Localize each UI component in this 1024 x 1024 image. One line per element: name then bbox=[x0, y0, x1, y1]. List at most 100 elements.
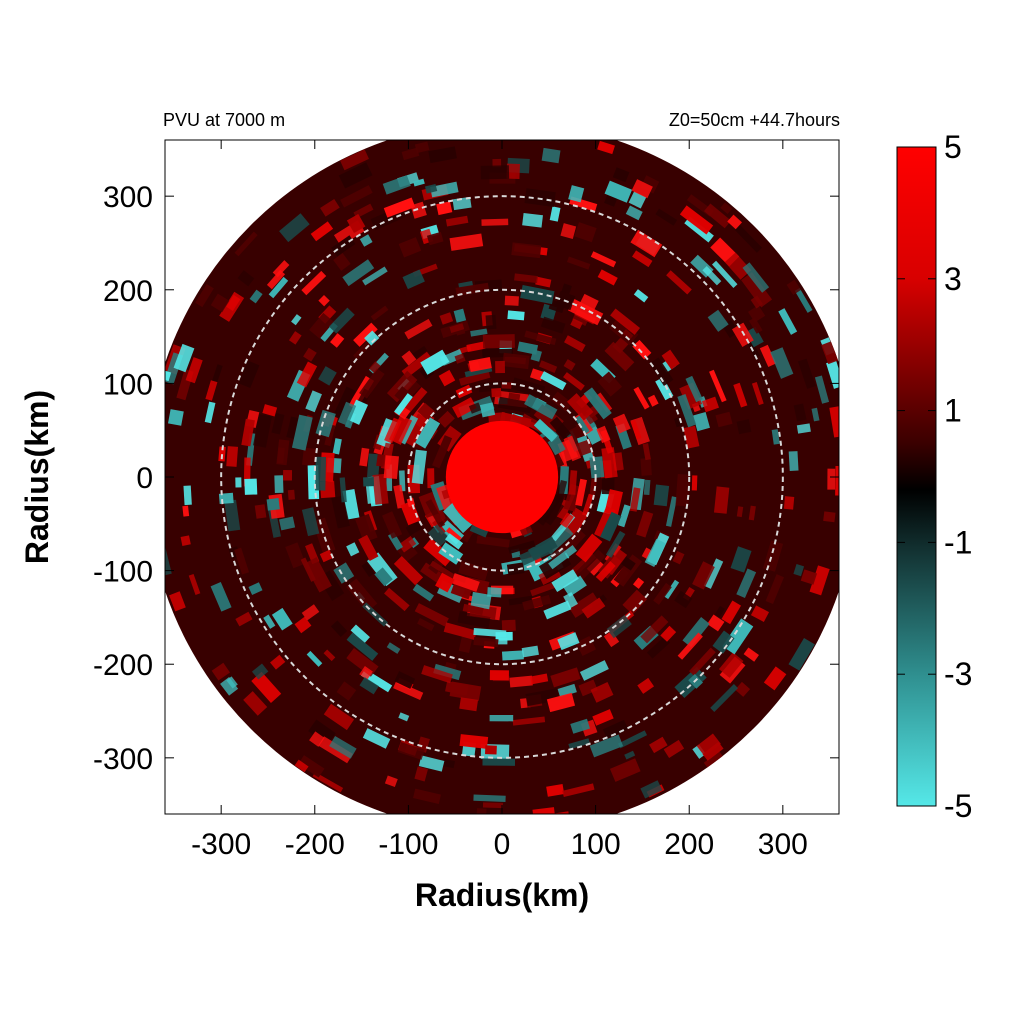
pv-patch bbox=[443, 502, 473, 534]
x-tick-label: 0 bbox=[494, 828, 511, 861]
pv-patch bbox=[592, 709, 614, 726]
pv-patch bbox=[363, 477, 375, 487]
pv-patch bbox=[226, 446, 239, 467]
pv-patch bbox=[437, 410, 455, 428]
pv-patch bbox=[276, 439, 290, 466]
pv-patch bbox=[594, 506, 616, 539]
pv-patch bbox=[742, 262, 770, 293]
pv-patch bbox=[631, 179, 653, 199]
pv-patch bbox=[677, 394, 697, 428]
pv-patch bbox=[610, 308, 641, 335]
pv-patch bbox=[353, 322, 378, 347]
pv-patch bbox=[497, 396, 532, 414]
pv-patch bbox=[383, 197, 416, 218]
pv-patch bbox=[315, 456, 327, 491]
pv-patch bbox=[604, 341, 635, 372]
pv-patch bbox=[306, 650, 323, 667]
colorbar-ticks: 5 3 1 -1 -3 -5 bbox=[897, 129, 972, 824]
x-tick-label: -100 bbox=[378, 828, 438, 861]
pv-patch bbox=[582, 493, 594, 517]
pv-patch bbox=[382, 175, 411, 195]
pv-patch bbox=[398, 712, 410, 722]
pv-patch bbox=[359, 677, 379, 695]
pv-patch bbox=[501, 650, 524, 661]
pv-patch bbox=[546, 692, 576, 713]
pv-patch bbox=[630, 229, 663, 258]
pv-patch bbox=[689, 647, 716, 676]
pv-patch bbox=[511, 377, 546, 398]
pv-patch bbox=[602, 719, 629, 739]
pv-patch bbox=[604, 489, 623, 516]
pv-patch bbox=[692, 561, 715, 590]
pv-patch bbox=[346, 542, 360, 557]
pv-patch bbox=[445, 215, 469, 227]
pv-patch bbox=[501, 619, 516, 632]
pv-patch bbox=[364, 330, 380, 346]
pv-patch bbox=[563, 483, 582, 512]
pv-patch bbox=[254, 504, 267, 519]
pv-patch bbox=[443, 759, 455, 769]
pv-patch bbox=[563, 435, 582, 462]
pv-patch bbox=[632, 250, 653, 268]
pv-patch bbox=[692, 744, 706, 759]
pv-patch bbox=[540, 316, 566, 334]
pv-patch bbox=[235, 477, 242, 488]
pv-patch bbox=[524, 188, 556, 208]
pv-patch bbox=[241, 418, 255, 447]
pv-patch bbox=[530, 582, 556, 597]
pv-patch bbox=[366, 453, 381, 481]
pv-patch bbox=[499, 411, 532, 430]
pv-patch bbox=[533, 418, 558, 443]
pv-patch bbox=[763, 666, 787, 691]
pv-patch bbox=[618, 730, 648, 749]
pv-patch bbox=[665, 496, 678, 527]
pv-patch bbox=[643, 479, 651, 495]
pv-patch bbox=[682, 617, 710, 648]
pv-patch bbox=[524, 330, 557, 346]
pv-patch bbox=[449, 233, 484, 251]
pv-patch bbox=[480, 165, 510, 180]
pv-patch bbox=[455, 384, 473, 399]
pv-patch bbox=[633, 386, 650, 410]
pv-patch bbox=[401, 147, 420, 161]
pv-patch bbox=[601, 447, 618, 479]
colorbar-tick-label: -1 bbox=[944, 524, 972, 560]
pv-patch bbox=[590, 682, 614, 703]
pv-patch bbox=[707, 614, 725, 632]
pv-patch bbox=[429, 560, 457, 581]
pv-patch bbox=[243, 691, 268, 716]
pv-patch bbox=[590, 251, 617, 268]
pv-patch bbox=[482, 758, 516, 766]
pv-patch bbox=[249, 289, 263, 304]
pv-patch bbox=[432, 435, 453, 469]
pv-patch bbox=[340, 149, 369, 171]
pv-patch bbox=[508, 540, 536, 554]
pv-patch bbox=[400, 500, 421, 526]
pv-patch bbox=[508, 595, 534, 606]
pv-patch bbox=[270, 654, 286, 670]
reference-circle-300 bbox=[220, 195, 784, 759]
pv-patch bbox=[685, 375, 703, 403]
x-tick-label: 200 bbox=[664, 828, 714, 861]
pv-patch bbox=[294, 616, 312, 634]
pv-patch bbox=[374, 567, 393, 587]
pv-patch bbox=[489, 670, 509, 681]
pv-patch bbox=[251, 663, 269, 680]
pv-patch bbox=[786, 279, 802, 295]
pv-patch bbox=[535, 276, 552, 288]
pv-patch bbox=[303, 347, 317, 362]
pv-patch bbox=[452, 196, 472, 211]
pv-patch bbox=[312, 517, 336, 554]
pv-patch bbox=[575, 478, 587, 507]
pv-patch bbox=[679, 382, 703, 410]
pv-patch bbox=[543, 501, 565, 526]
pv-patch bbox=[557, 683, 577, 698]
pv-patch bbox=[455, 282, 490, 297]
pv-patch bbox=[606, 614, 632, 639]
pv-patch bbox=[423, 538, 454, 567]
pv-patch bbox=[308, 719, 336, 745]
pv-patch bbox=[489, 714, 514, 722]
pv-patch bbox=[452, 397, 477, 419]
pv-patch bbox=[506, 163, 520, 180]
